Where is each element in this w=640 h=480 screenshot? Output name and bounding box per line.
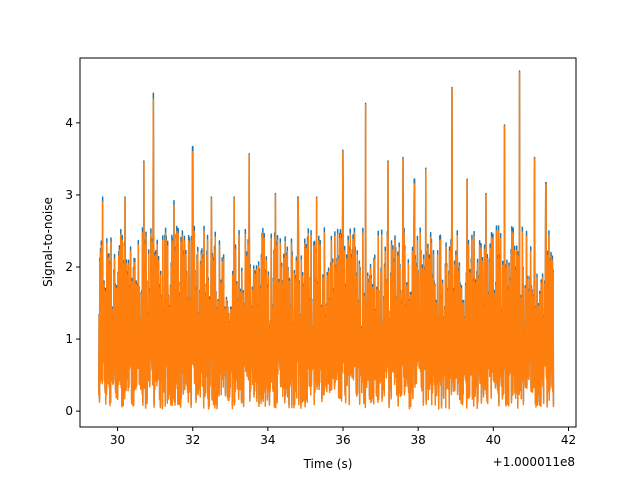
x-tick-label: 40 (486, 433, 501, 447)
y-tick-label: 0 (65, 404, 73, 418)
y-tick-label: 2 (65, 260, 73, 274)
series-layer (98, 70, 555, 410)
x-tick-label: 36 (335, 433, 350, 447)
x-tick-label: 38 (411, 433, 426, 447)
y-tick-label: 4 (65, 116, 73, 130)
plot-frame (79, 57, 577, 428)
y-tick-label: 3 (65, 188, 73, 202)
y-axis-label: Signal-to-noise (41, 197, 55, 287)
x-tick-label: 30 (110, 433, 125, 447)
x-axis: 30 32 34 36 38 40 42 (110, 427, 576, 447)
x-tick-label: 34 (260, 433, 275, 447)
x-tick-label: 32 (185, 433, 200, 447)
series-line-2 (98, 71, 555, 410)
y-tick-label: 1 (65, 332, 73, 346)
x-offset-label: +1.000011e8 (493, 455, 575, 469)
y-axis: 0 1 2 3 4 (65, 116, 80, 418)
x-axis-label: Time (s) (303, 457, 353, 471)
x-tick-label: 42 (561, 433, 576, 447)
